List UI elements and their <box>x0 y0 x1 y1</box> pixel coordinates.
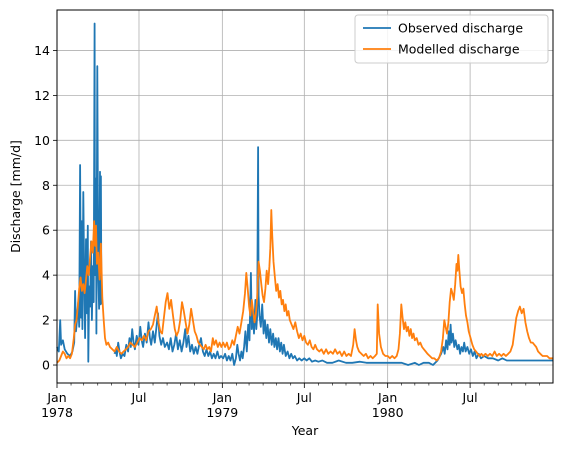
x-tick-label: Jul <box>296 390 312 405</box>
y-tick-label: 8 <box>42 178 50 193</box>
y-axis-label: Discharge [mm/d] <box>8 140 23 253</box>
legend-label-modelled: Modelled discharge <box>398 42 520 57</box>
y-tick-label: 12 <box>34 88 50 103</box>
y-tick-label: 14 <box>34 43 50 58</box>
x-tick-label: Jan <box>377 390 397 405</box>
axes-frame <box>56 9 554 384</box>
x-tick-year-label: 1978 <box>41 405 73 420</box>
x-tick-label: Jan <box>46 390 66 405</box>
legend-box <box>354 14 549 64</box>
y-tick-label: 6 <box>42 223 50 238</box>
series-line-modelled <box>56 209 553 364</box>
y-tick-label: 10 <box>34 133 50 148</box>
y-tick-label: 4 <box>42 268 50 283</box>
y-tick-label: 0 <box>42 358 50 373</box>
x-tick-label: Jan <box>212 390 232 405</box>
legend: Observed discharge Modelled discharge <box>354 14 549 64</box>
x-axis-label: Year <box>291 423 319 438</box>
grid <box>57 10 553 383</box>
series-lines <box>56 22 553 366</box>
x-tick-label: Jul <box>462 390 478 405</box>
legend-label-observed: Observed discharge <box>398 21 523 36</box>
x-tick-year-label: 1979 <box>206 405 238 420</box>
x-tick-label: Jul <box>130 390 146 405</box>
x-tick-year-label: 1980 <box>372 405 404 420</box>
y-tick-label: 2 <box>42 313 50 328</box>
